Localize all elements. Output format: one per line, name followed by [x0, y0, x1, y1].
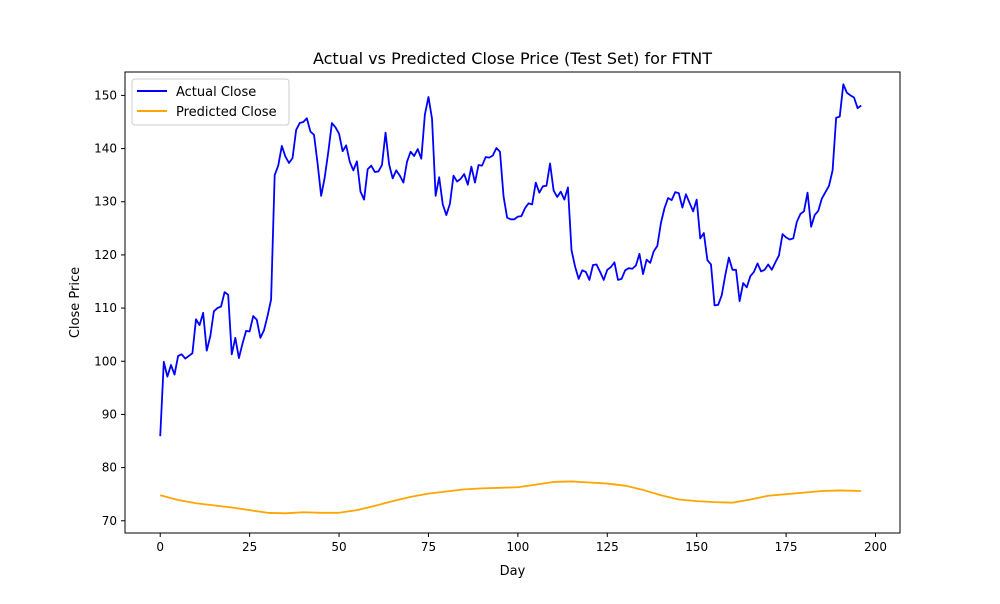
x-tick-label: 25 — [242, 540, 257, 554]
y-tick-label: 70 — [102, 514, 117, 528]
x-tick-label: 50 — [331, 540, 346, 554]
x-tick-label: 200 — [864, 540, 887, 554]
x-tick-label: 125 — [596, 540, 619, 554]
legend-label-actual: Actual Close — [176, 85, 256, 100]
y-axis-label: Close Price — [68, 267, 83, 338]
x-tick-label: 75 — [421, 540, 436, 554]
y-tick-label: 130 — [94, 195, 117, 209]
x-tick-label: 0 — [156, 540, 164, 554]
axes-frame — [124, 71, 901, 534]
axis-ticks: 0 25 50 75 100 125 150 175 200 70 80 90 100 110 120 130… — [94, 88, 887, 554]
legend-box — [131, 78, 290, 126]
x-axis-label: Day — [500, 564, 526, 579]
y-tick-label: 90 — [102, 407, 117, 421]
x-tick-label: 150 — [685, 540, 708, 554]
y-tick-label: 100 — [94, 354, 117, 368]
y-tick-label: 150 — [94, 88, 117, 102]
y-tick-label: 140 — [94, 142, 117, 156]
y-tick-label: 80 — [102, 461, 117, 475]
x-tick-label: 175 — [775, 540, 798, 554]
legend: Actual Close Predicted Close — [131, 78, 290, 126]
y-tick-label: 120 — [94, 248, 117, 262]
predicted-close-line — [159, 480, 862, 515]
legend-label-predicted: Predicted Close — [176, 105, 277, 120]
y-tick-label: 110 — [94, 301, 117, 315]
actual-close-line — [159, 83, 862, 437]
chart-title: Actual vs Predicted Close Price (Test Se… — [313, 49, 712, 68]
x-tick-label: 100 — [506, 540, 529, 554]
plot-area — [159, 83, 862, 515]
